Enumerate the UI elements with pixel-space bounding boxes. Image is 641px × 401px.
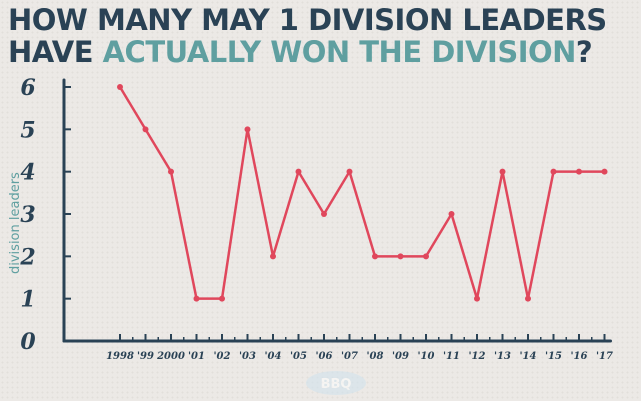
x-tick-label: '13 xyxy=(494,351,511,362)
y-tick-label: 4 xyxy=(20,160,35,186)
data-point xyxy=(576,168,582,175)
data-point xyxy=(346,168,353,175)
x-tick-label: '03 xyxy=(239,351,256,362)
data-point xyxy=(295,168,302,175)
y-tick-label: 6 xyxy=(20,75,35,101)
data-point xyxy=(448,211,455,217)
x-tick-label: '99 xyxy=(137,351,154,362)
data-point xyxy=(219,295,225,302)
x-tick-label: '16 xyxy=(571,351,588,362)
data-point xyxy=(525,295,531,302)
x-tick-label: '09 xyxy=(392,351,409,362)
series-line xyxy=(118,85,606,300)
watermark-text: BBQ xyxy=(321,377,352,392)
data-point xyxy=(423,253,429,260)
chart-title-line1: HOW MANY MAY 1 DIVISION LEADERS xyxy=(8,3,607,37)
axes: 0 1 2 3 4 5 6 1998'99 2000'01 '02 '03 '04 '05 '06 '07 '… xyxy=(19,75,613,362)
x-tick-label: '11 xyxy=(443,351,460,362)
title-accent: ACTUALLY WON THE DIVISION xyxy=(102,35,577,69)
y-tick-label: 1 xyxy=(20,287,35,313)
x-tick-label: '10 xyxy=(418,351,435,362)
x-tick-label: '12 xyxy=(469,351,486,362)
x-tick-label: '06 xyxy=(316,351,333,362)
series-group xyxy=(117,84,608,302)
x-tick-label: '07 xyxy=(341,351,358,362)
chart-title-line2: HAVE ACTUALLY WON THE DIVISION? xyxy=(8,35,593,69)
x-tick-label: '17 xyxy=(596,351,613,362)
title-prefix: HAVE xyxy=(8,35,103,69)
x-tick-label: 2000 xyxy=(156,351,185,362)
data-point xyxy=(601,168,608,175)
y-tick-label: 2 xyxy=(19,244,35,270)
x-tick-label: 1998 xyxy=(106,351,134,362)
x-tick-label: '04 xyxy=(265,351,282,362)
y-tick-label: 5 xyxy=(20,117,35,143)
y-tick-label: 0 xyxy=(20,329,36,355)
data-point xyxy=(244,126,251,133)
y-tick-label: 3 xyxy=(20,202,35,228)
data-point xyxy=(397,253,404,260)
title-suffix: ? xyxy=(575,35,593,69)
x-tick-label: '05 xyxy=(290,351,307,362)
data-point xyxy=(270,253,276,260)
x-tick-label: '08 xyxy=(367,351,384,362)
x-tick-label: '02 xyxy=(214,351,231,362)
data-point xyxy=(372,253,378,260)
data-point xyxy=(117,84,123,90)
data-point xyxy=(142,126,149,133)
watermark-logo: BBQ xyxy=(306,371,366,395)
x-tick-label: '01 xyxy=(188,351,205,362)
data-point xyxy=(193,295,200,302)
x-tick-label: '14 xyxy=(520,351,537,362)
data-point xyxy=(550,168,557,175)
data-point xyxy=(499,168,506,175)
data-point xyxy=(321,211,327,217)
data-point xyxy=(168,168,174,175)
x-tick-label: '15 xyxy=(545,351,562,362)
data-point xyxy=(474,295,480,302)
